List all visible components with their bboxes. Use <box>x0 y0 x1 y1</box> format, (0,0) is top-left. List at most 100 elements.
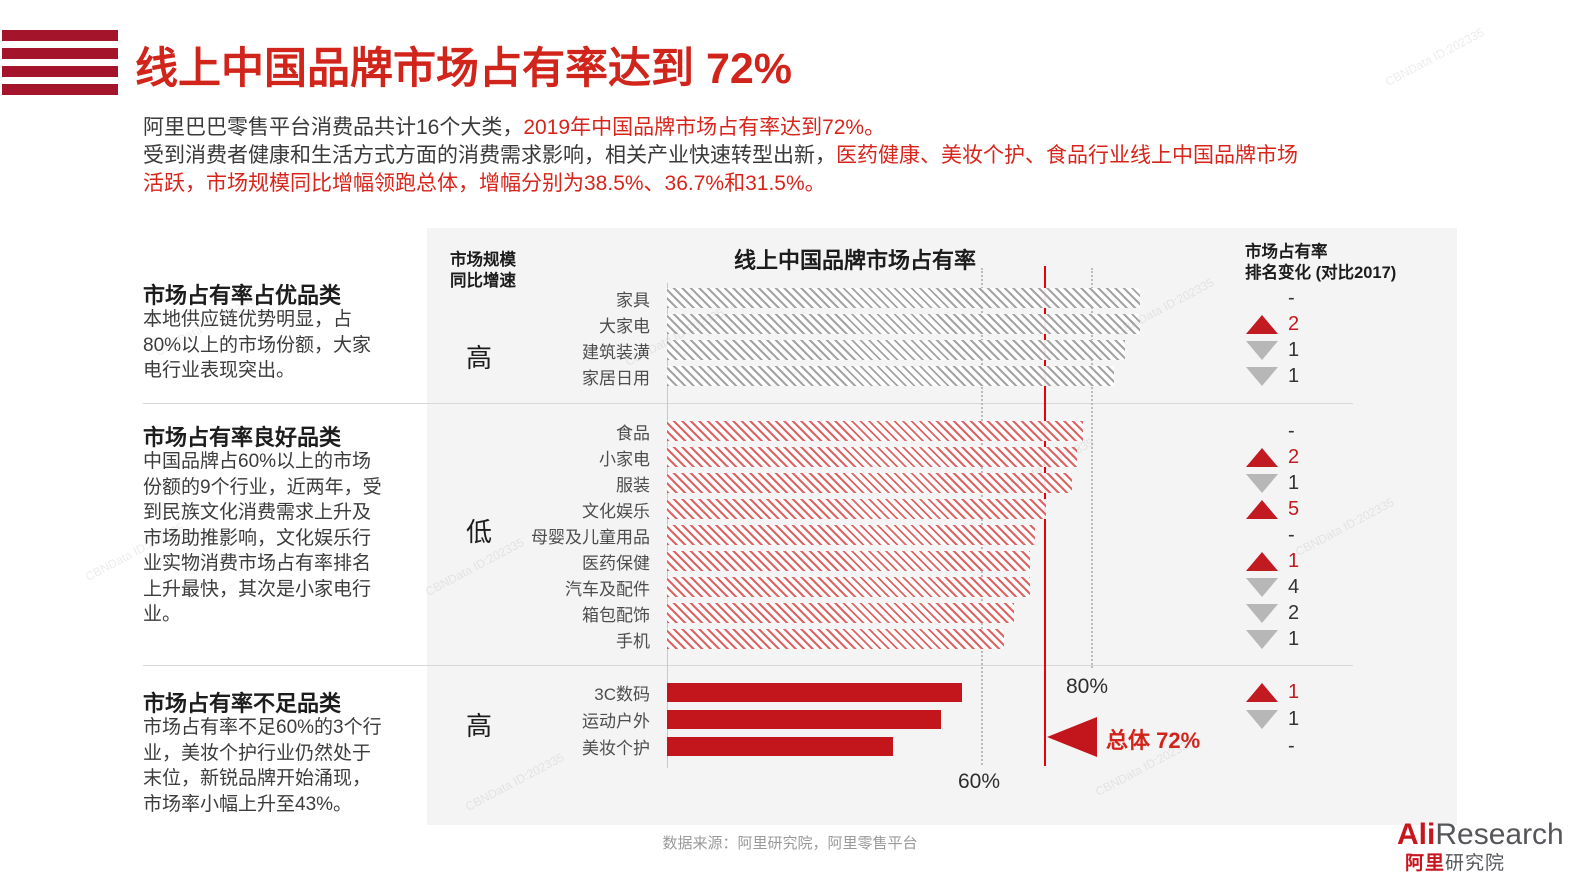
rank-down-icon <box>1246 603 1278 623</box>
bar-建筑装潢 <box>667 340 1125 360</box>
category-label: 运动户外 <box>582 712 650 731</box>
rank-change-value: 1 <box>1288 471 1300 494</box>
rank-up-icon <box>1246 314 1278 334</box>
bar-美妆个护 <box>667 737 894 756</box>
rank-change-value: - <box>1288 419 1295 442</box>
rank-change-value: 1 <box>1288 338 1300 361</box>
rank-change-value: 1 <box>1288 681 1300 703</box>
group-separator <box>143 403 1353 404</box>
bar-母婴及儿童用品 <box>667 525 1036 545</box>
rank-change-value: 1 <box>1288 364 1300 387</box>
overall-label: 总体 72% <box>1106 728 1201 753</box>
category-label: 家居日用 <box>582 368 650 388</box>
category-label: 手机 <box>616 631 650 651</box>
label-60pct: 60% <box>958 770 1001 793</box>
rank-change-value: 5 <box>1288 497 1300 520</box>
rank-change-value: 4 <box>1288 575 1300 598</box>
bar-服装 <box>667 473 1073 493</box>
label-80pct: 80% <box>1066 675 1109 698</box>
group-body-2: 中国品牌占60%以上的市场份额的9个行业，近两年，受到民族文化消费需求上升及市场… <box>143 451 382 625</box>
bar-大家电 <box>667 314 1141 334</box>
chart-rows-g2: 3C数码 运动户外 美妆个护 <box>427 683 962 758</box>
rank-rows-g2: 1 1 - <box>1246 681 1300 757</box>
bar-医药保健 <box>667 551 1030 571</box>
logo-en: AliResearch <box>1397 818 1564 851</box>
rank-up-icon <box>1246 499 1278 519</box>
chart-row: 家具 <box>427 288 1141 310</box>
rank-row: 2 <box>1246 445 1300 468</box>
intro-line-2: 受到消费者健康和生活方式方面的消费需求影响，相关产业快速转型出新，医药健康、美妆… <box>143 144 1298 167</box>
rank-row: 1 <box>1246 708 1300 730</box>
bar-家具 <box>667 288 1141 308</box>
rank-row: 2 <box>1246 312 1300 335</box>
bar-家居日用 <box>667 366 1115 386</box>
rank-change-value: 1 <box>1288 627 1300 650</box>
bar-小家电 <box>667 447 1078 467</box>
logo-cn: 阿里研究院 <box>1405 853 1506 874</box>
category-label: 服装 <box>616 475 650 495</box>
rank-down-icon <box>1246 340 1278 360</box>
rank-down-icon <box>1246 629 1278 649</box>
chart-row: 服装 <box>427 473 1083 495</box>
rank-change-value: - <box>1288 523 1295 546</box>
rank-row: 1 <box>1246 364 1300 387</box>
group-separator <box>143 665 1353 666</box>
chart-row: 运动户外 <box>427 710 962 731</box>
rank-change-value: 2 <box>1288 601 1300 624</box>
category-label: 家具 <box>616 290 650 310</box>
chart-row: 汽车及配件 <box>427 577 1083 599</box>
rank-up-icon <box>1246 551 1278 571</box>
group-body-1: 本地供应链优势明显，占80%以上的市场份额，大家电行业表现突出。 <box>143 309 372 381</box>
growth-label-group-1: 高 <box>466 343 493 373</box>
rank-down-icon <box>1246 710 1278 729</box>
group-body-3: 市场占有率不足60%的3个行业，美妆个护行业仍然处于末位，新锐品牌开始涌现，市场… <box>143 717 382 815</box>
overall-arrow-icon <box>1047 717 1097 757</box>
rank-change-value: 2 <box>1288 312 1300 335</box>
rank-change-value: 1 <box>1288 549 1300 572</box>
rank-change-value: 1 <box>1288 708 1300 730</box>
rank-row: 1 <box>1246 338 1300 361</box>
category-label: 汽车及配件 <box>565 579 650 599</box>
rank-row: 1 <box>1246 471 1300 494</box>
chart-row: 建筑装潢 <box>427 340 1140 362</box>
chart-rows-g1: 食品小家电服装文化娱乐母婴及儿童用品 医药保健汽车及配件箱包配饰手机 <box>427 421 1083 651</box>
rank-down-icon <box>1246 366 1278 386</box>
rank-rows-g0: - 2 1 1 <box>1246 286 1300 387</box>
chart-row: 小家电 <box>427 447 1083 469</box>
chart-row: 美妆个护 <box>427 737 962 758</box>
chart-row: 母婴及儿童用品 <box>427 525 1083 547</box>
bar-手机 <box>667 629 1004 649</box>
rank-row: 1 <box>1246 627 1300 650</box>
rank-change-value: - <box>1288 286 1295 309</box>
bar-文化娱乐 <box>667 499 1046 519</box>
category-label: 建筑装潢 <box>582 342 650 362</box>
rank-change-value: 2 <box>1288 445 1300 468</box>
chart-row: 箱包配饰 <box>427 603 1083 625</box>
category-label: 美妆个护 <box>582 739 650 758</box>
bar-食品 <box>667 421 1083 441</box>
rank-row: 2 <box>1246 601 1300 624</box>
intro-line-3: 活跃，市场规模同比增幅领跑总体，增幅分别为38.5%、36.7%和31.5%。 <box>143 172 826 195</box>
chart-row: 医药保健 <box>427 551 1083 573</box>
growth-label-group-3: 高 <box>466 711 493 741</box>
page-title: 线上中国品牌市场占有率达到 72% <box>135 45 793 93</box>
category-label: 文化娱乐 <box>582 501 650 521</box>
bar-箱包配饰 <box>667 603 1015 623</box>
group-heading-3: 市场占有率不足品类 <box>143 691 342 716</box>
aliresearch-logo: AliResearch 阿里研究院 <box>1397 818 1564 874</box>
watermark: CBNData ID:202335 <box>1383 25 1487 89</box>
rank-row: 4 <box>1246 575 1300 598</box>
rank-down-icon <box>1246 473 1278 493</box>
chart-row: 文化娱乐 <box>427 499 1083 521</box>
category-label: 食品 <box>616 423 650 443</box>
gridline-80pct <box>1091 268 1093 668</box>
chart-row: 大家电 <box>427 314 1141 336</box>
chart-row: 手机 <box>427 629 1083 651</box>
chart-row: 食品 <box>427 421 1083 443</box>
rank-column-header: 市场占有率 排名变化 (对比2017) <box>1245 243 1397 282</box>
rank-row: - <box>1246 286 1299 309</box>
intro-paragraph: 阿里巴巴零售平台消费品共计16个大类，2019年中国品牌市场占有率达到72%。 … <box>143 114 1298 198</box>
rank-change-value: - <box>1288 735 1295 757</box>
rank-up-icon <box>1246 447 1278 467</box>
